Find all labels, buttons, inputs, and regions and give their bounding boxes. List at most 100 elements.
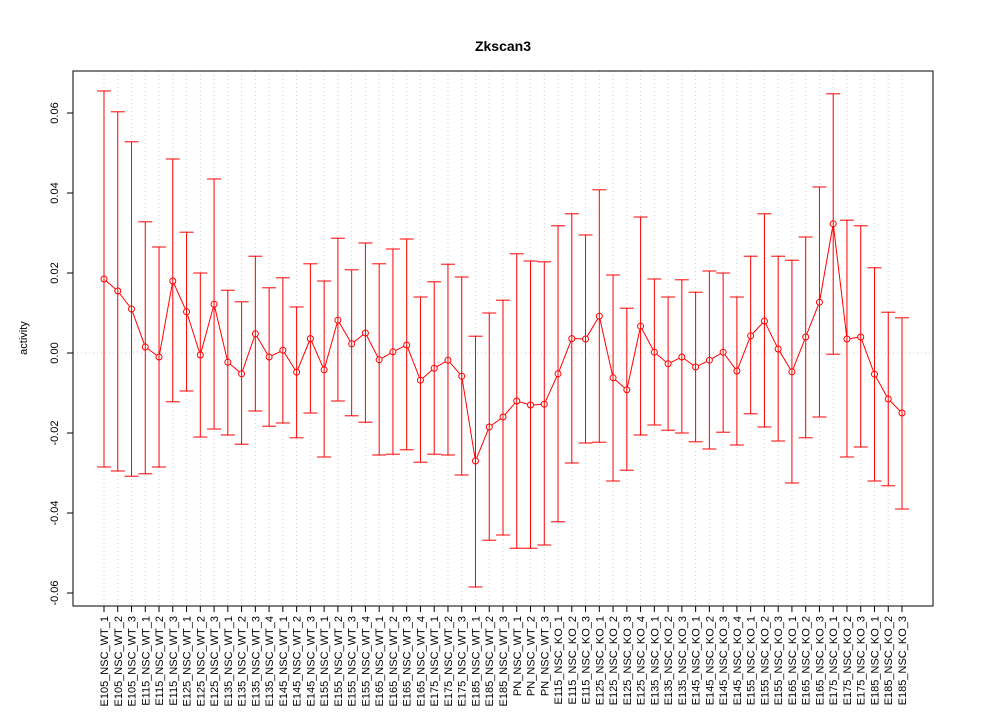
x-tick-label: E165_NSC_KO_2 [801,616,813,705]
line-segment [173,283,186,310]
line-segment [324,322,338,368]
data-point [430,364,438,372]
x-tick-label: E185_NSC_WT_3 [498,616,510,707]
x-tick-label: E125_NSC_KO_1 [594,616,606,705]
x-tick-label: E115_NSC_WT_3 [168,616,180,706]
x-tick-label: E165_NSC_WT_4 [415,616,427,707]
x-tick-label: E165_NSC_WT_1 [374,616,386,707]
data-point [128,305,136,313]
x-tick-label: E155_NSC_WT_3 [347,616,359,707]
x-tick-label: E165_NSC_KO_1 [787,616,799,705]
line-segment [422,369,433,379]
y-tick-label: 0.06 [49,102,61,123]
data-point [348,340,356,348]
line-segment [861,339,874,372]
data-points [100,220,906,465]
data-point [100,275,108,283]
data-point [609,374,617,382]
data-point [705,356,713,364]
data-point [829,220,837,228]
y-tick-label: 0.02 [49,262,61,283]
line-segment [765,323,778,347]
x-tick-label: E135_NSC_KO_3 [677,616,689,705]
line-segment [147,348,157,356]
x-axis: E105_NSC_WT_1 E105_NSC_WT_2 E105_NSC_WT_3 E… [99,605,909,707]
line-segment [737,338,751,369]
line-segment [519,401,528,405]
x-tick-label: E155_NSC_KO_1 [746,616,758,705]
line-segment [338,322,351,342]
data-point [169,277,177,285]
y-axis-label: activity [18,321,30,355]
line-segment [711,353,721,360]
data-point [196,351,204,359]
data-point [416,376,424,384]
data-point [306,335,314,343]
line-segment [806,304,819,335]
line-segment [670,357,680,363]
line-segment [436,361,446,368]
data-point [857,333,865,341]
error-bars [97,90,909,588]
x-tick-label: E125_NSC_KO_2 [608,616,620,705]
line-segment [200,306,214,353]
line-segment [615,379,625,389]
line-segment [381,352,391,359]
data-point [554,370,562,378]
line-segment [284,352,296,370]
data-point [471,457,479,465]
x-tick-label: E145_NSC_KO_1 [691,616,703,705]
data-point [650,348,658,356]
data-point [458,372,466,380]
data-point [719,348,727,356]
data-point [747,332,755,340]
x-tick-label: E105_NSC_WT_2 [113,616,125,707]
data-point [155,353,163,361]
data-point [361,329,369,337]
data-point [320,366,328,374]
chart-title: Zkscan3 [475,38,531,54]
data-point [815,298,823,306]
line-segment [256,336,269,355]
line-segment [819,226,834,300]
line-segment [792,339,806,370]
x-tick-label: PN_NSC_WT_2 [526,616,538,696]
data-point [279,346,287,354]
data-point [595,312,603,320]
data-point [898,409,906,417]
data-point [334,316,342,324]
line-segment [889,400,901,412]
x-tick-label: E165_NSC_WT_3 [402,616,414,707]
line-segment [833,226,848,337]
x-tick-label: E125_NSC_WT_1 [182,616,194,707]
series-line [105,226,901,459]
data-point [568,335,576,343]
line-segment [779,351,791,370]
data-point [870,370,878,378]
x-tick-label: E175_NSC_KO_2 [842,616,854,705]
x-tick-label: PN_NSC_WT_1 [512,616,524,696]
line-segment [476,429,489,459]
x-tick-label: PN_NSC_WT_3 [539,616,551,696]
line-segment [752,322,763,334]
line-segment [105,280,116,290]
line-segment [545,376,558,402]
data-point [251,330,259,338]
x-tick-label: E135_NSC_WT_2 [237,616,249,707]
line-segment [599,319,613,375]
line-segment [641,328,654,350]
data-point [637,322,645,330]
line-segment [242,336,255,372]
data-point [114,287,122,295]
line-segment [504,402,516,416]
x-tick-label: E175_NSC_KO_1 [828,616,840,705]
line-segment [558,341,572,372]
x-tick-label: E185_NSC_KO_1 [869,616,881,705]
data-point [678,353,686,361]
data-point [210,300,218,308]
x-tick-label: E135_NSC_WT_3 [250,616,262,707]
x-tick-label: E125_NSC_KO_3 [622,616,634,705]
line-segment [683,358,694,366]
y-tick-label: 0.04 [49,182,61,203]
data-point [774,345,782,353]
